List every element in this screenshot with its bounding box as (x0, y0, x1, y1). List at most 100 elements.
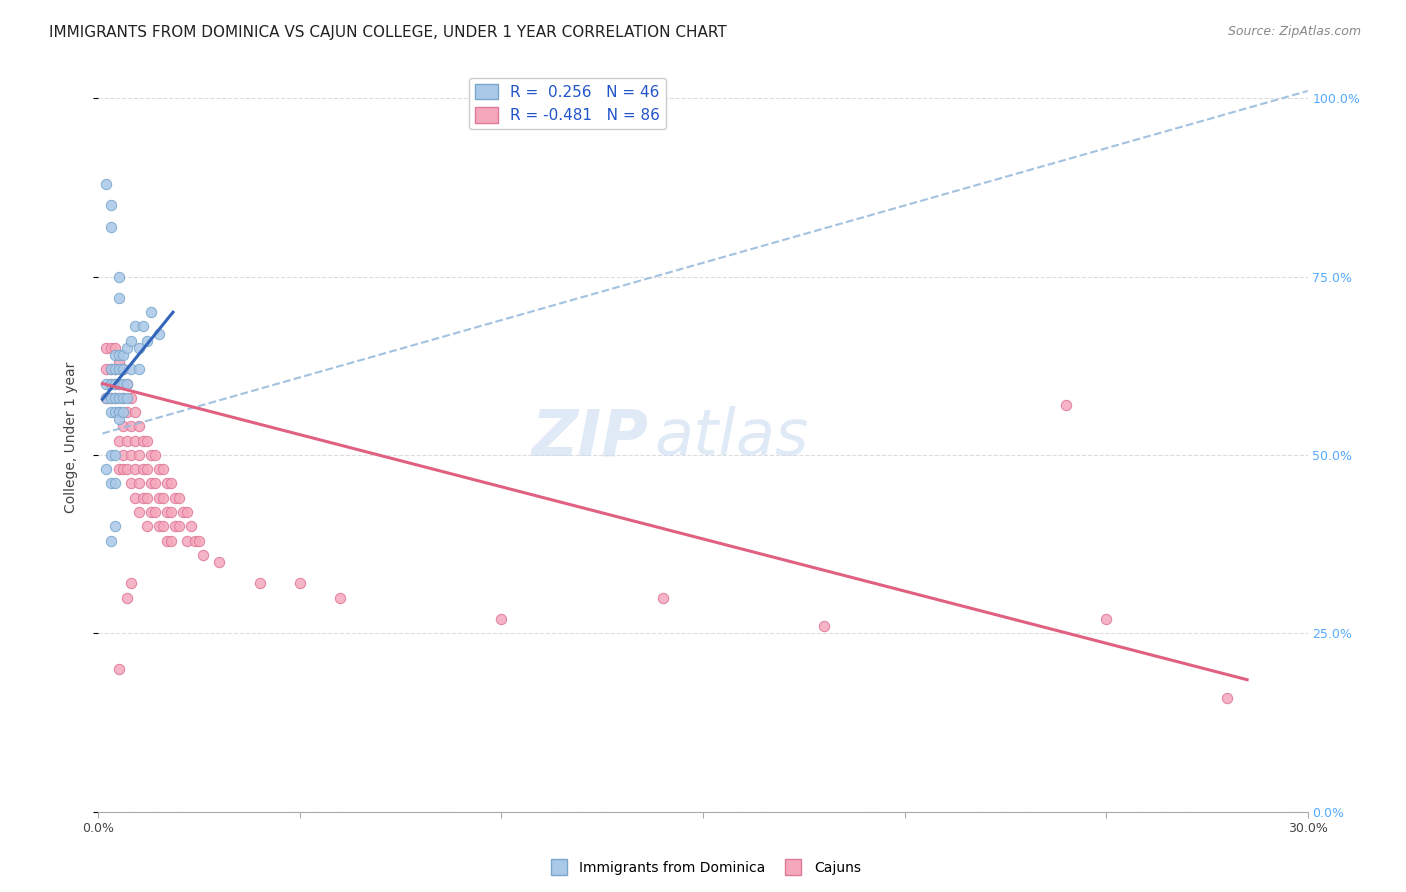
Point (160, 505, 183, 519)
Point (163, 519, 186, 533)
Y-axis label: College, Under 1 year: College, Under 1 year (63, 361, 77, 513)
Point (100, 391, 122, 405)
Point (120, 576, 142, 591)
Point (103, 448, 125, 462)
Point (124, 319, 146, 334)
Point (111, 391, 134, 405)
Point (107, 291, 129, 305)
Point (180, 519, 202, 533)
Point (132, 434, 155, 448)
Point (111, 348, 134, 362)
Point (96, 177, 118, 191)
Point (120, 419, 142, 434)
Point (124, 434, 146, 448)
Legend: Immigrants from Dominica, Cajuns: Immigrants from Dominica, Cajuns (538, 855, 868, 880)
Point (152, 519, 174, 533)
Point (120, 391, 142, 405)
Point (100, 376, 122, 391)
Point (172, 505, 194, 519)
Point (128, 476, 150, 491)
Point (1054, 398, 1077, 412)
Point (111, 462, 134, 476)
Text: ZIP: ZIP (531, 406, 648, 468)
Point (107, 376, 129, 391)
Point (167, 491, 190, 505)
Point (107, 405, 129, 419)
Point (124, 462, 146, 476)
Point (128, 341, 150, 355)
Point (249, 576, 271, 591)
Point (124, 405, 146, 419)
Point (107, 348, 129, 362)
Point (135, 434, 157, 448)
Point (128, 505, 150, 519)
Point (103, 376, 125, 391)
Point (148, 462, 170, 476)
Point (143, 448, 166, 462)
Point (115, 376, 138, 391)
Legend: R =  0.256   N = 46, R = -0.481   N = 86: R = 0.256 N = 46, R = -0.481 N = 86 (468, 78, 666, 129)
Point (139, 476, 162, 491)
Point (115, 405, 138, 419)
Point (120, 448, 142, 462)
Point (111, 419, 134, 434)
Point (135, 462, 157, 476)
Point (813, 619, 835, 633)
Point (193, 548, 215, 562)
Point (96, 462, 118, 476)
Point (156, 505, 179, 519)
Point (148, 326, 170, 341)
Point (107, 412, 129, 426)
Point (96, 341, 118, 355)
Point (1095, 612, 1118, 626)
Point (107, 269, 129, 284)
Point (103, 405, 125, 419)
Point (156, 533, 179, 548)
Point (128, 448, 150, 462)
Point (115, 341, 138, 355)
Point (107, 362, 129, 376)
Point (176, 505, 198, 519)
Point (100, 341, 122, 355)
Point (107, 391, 129, 405)
Point (103, 341, 125, 355)
Point (111, 362, 134, 376)
Point (1216, 690, 1239, 705)
Point (188, 533, 211, 548)
Point (107, 434, 129, 448)
Point (120, 476, 142, 491)
Text: atlas: atlas (655, 406, 808, 468)
Point (132, 491, 155, 505)
Point (128, 362, 150, 376)
Point (143, 476, 166, 491)
Point (107, 662, 129, 676)
Point (128, 419, 150, 434)
Point (115, 591, 138, 605)
Point (288, 576, 311, 591)
Point (96, 376, 118, 391)
Point (115, 462, 138, 476)
Point (107, 405, 129, 419)
Point (148, 491, 170, 505)
Point (111, 376, 134, 391)
Point (124, 491, 146, 505)
Point (111, 362, 134, 376)
Point (107, 376, 129, 391)
Point (491, 612, 513, 626)
Point (208, 555, 231, 569)
Point (96, 391, 118, 405)
Point (156, 476, 179, 491)
Point (111, 405, 134, 419)
Point (100, 362, 122, 376)
Point (100, 448, 122, 462)
Point (152, 462, 174, 476)
Point (160, 533, 183, 548)
Point (152, 491, 174, 505)
Point (132, 319, 155, 334)
Point (100, 405, 122, 419)
Point (100, 476, 122, 491)
Point (176, 533, 198, 548)
Point (100, 391, 122, 405)
Point (103, 519, 125, 533)
Point (135, 334, 157, 348)
